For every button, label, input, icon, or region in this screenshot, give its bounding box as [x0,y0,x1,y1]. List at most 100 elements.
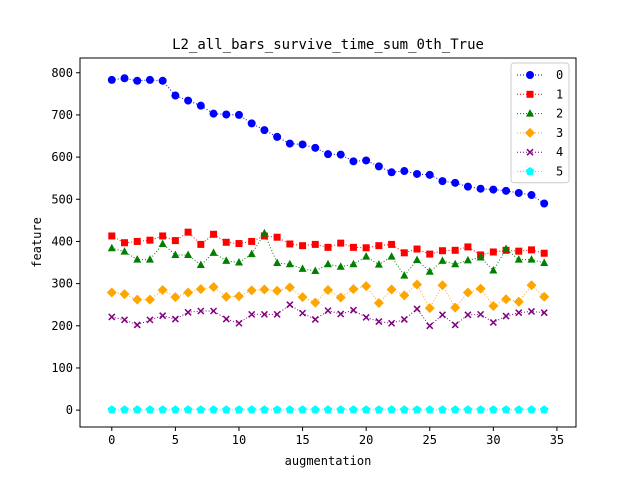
data-point [247,249,256,258]
data-point [374,260,383,268]
data-point [159,232,167,240]
data-point [221,405,231,414]
data-point [527,307,536,315]
data-point [514,255,523,263]
data-point [400,249,408,257]
data-point [476,184,485,193]
x-axis-label: augmentation [285,454,372,468]
data-point [311,266,320,274]
data-point [337,239,345,247]
data-point [539,405,549,414]
data-point [375,242,383,250]
legend-box [510,62,570,184]
data-point [311,405,320,414]
data-point [362,244,370,252]
data-point [120,247,129,255]
data-point [426,250,434,258]
data-point [463,405,473,414]
data-point [196,101,205,110]
data-point [299,242,307,250]
data-point [171,91,180,100]
data-point [146,236,154,244]
data-point [298,140,307,149]
data-point [348,284,359,295]
series-line-1 [111,231,545,256]
data-point [133,237,141,245]
data-point [260,126,269,135]
data-point [171,250,180,258]
y-tick-label: 400 [51,234,73,248]
data-point [527,246,535,254]
data-point [133,321,141,329]
data-point [298,405,307,414]
data-point [146,316,154,324]
data-point [284,282,295,293]
data-point [374,162,383,171]
x-tick-label: 10 [232,433,246,447]
data-point [107,243,116,252]
data-point [425,170,434,179]
data-point [208,281,219,292]
data-point [108,313,116,321]
data-point [464,311,472,319]
data-point [502,312,510,320]
data-point [260,228,269,237]
data-point [210,230,218,238]
legend-item-5: 5 [517,165,563,179]
data-point [387,405,396,414]
legend-marker [526,109,534,117]
legend-marker [525,127,535,138]
data-point [373,298,384,309]
legend-label: 3 [556,126,563,140]
data-point [425,405,435,414]
y-axis-label: feature [30,217,44,268]
series-line-2 [111,232,545,277]
data-point [399,290,410,301]
data-point [171,405,180,414]
legend-marker [526,148,534,156]
data-point [349,306,357,314]
data-point [527,191,536,200]
legend-marker [526,90,534,98]
data-point [170,292,181,303]
data-point [361,405,371,414]
data-point [324,150,332,159]
data-point [106,287,117,298]
data-point [184,308,192,316]
data-point [159,312,167,320]
data-point [477,310,485,318]
data-point [184,228,192,236]
data-point [260,310,268,318]
data-point [132,405,142,414]
data-point [184,250,193,258]
legend-item-4: 4 [517,145,563,159]
data-point [183,287,194,298]
data-point [335,292,346,303]
data-point [247,405,256,414]
data-point [336,405,345,414]
x-axis: 0 5 10 15 20 25 30 35 [108,427,564,447]
data-point [476,405,485,414]
axes-frame [79,57,577,428]
data-point [413,255,422,264]
data-point [259,284,270,295]
legend-item-1: 1 [517,87,563,101]
data-point [108,232,116,240]
data-point [222,315,230,323]
y-tick-label: 200 [51,319,73,333]
data-point [221,291,232,302]
data-point [489,318,497,326]
data-point [183,405,193,414]
data-point [539,291,550,302]
data-point [196,405,206,414]
data-point [527,405,536,414]
data-point [349,405,358,414]
data-point [298,264,307,272]
series-3 [106,279,550,314]
data-point [311,315,319,323]
data-point [437,280,448,291]
data-point [145,405,155,414]
data-point [297,292,308,303]
data-point [299,309,307,317]
data-point [145,75,154,84]
